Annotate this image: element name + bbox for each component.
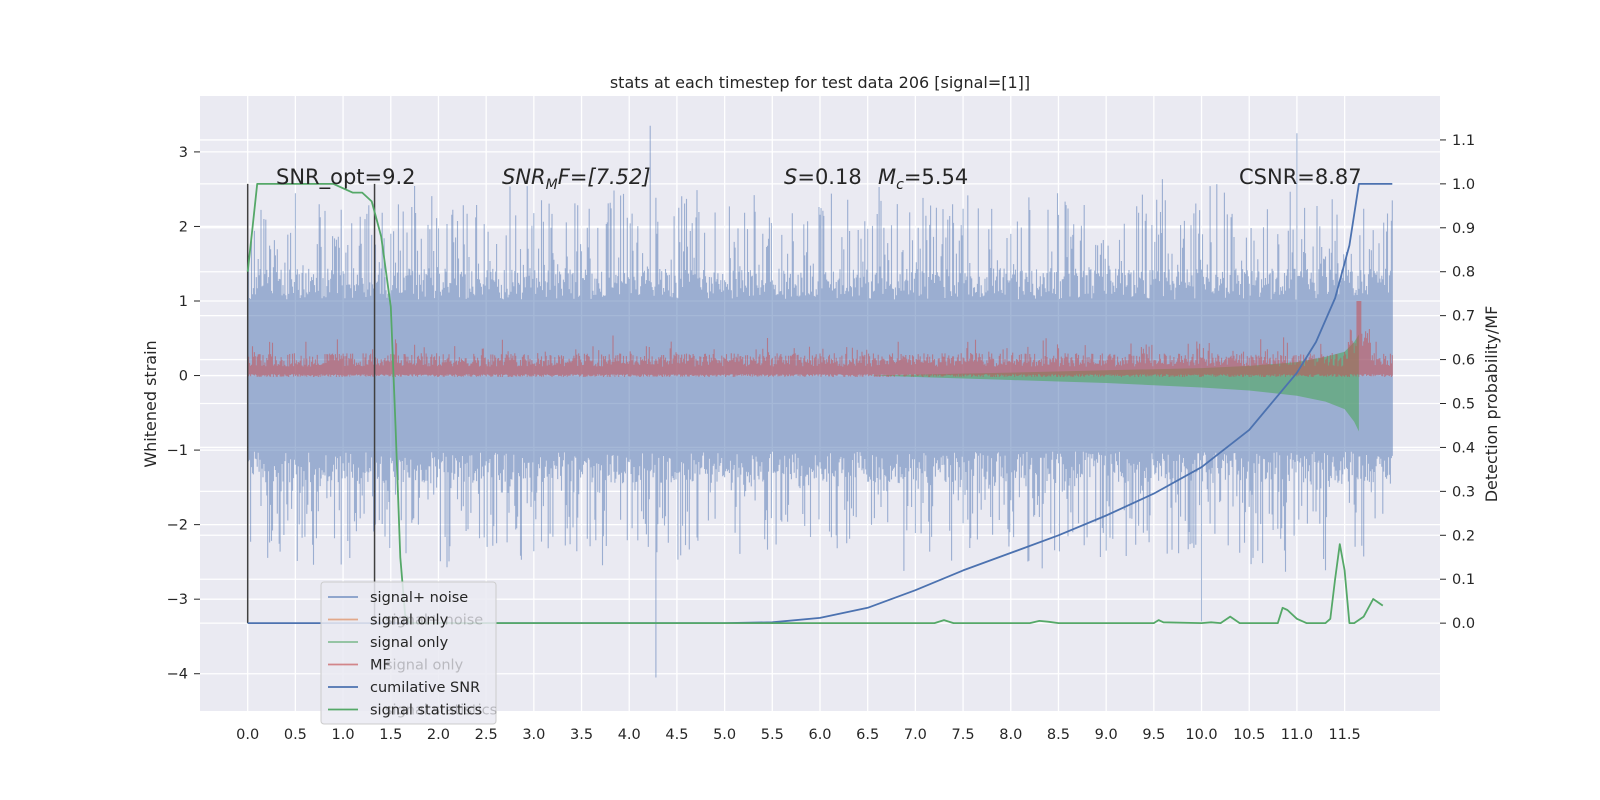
annotation-mc-val: =5.54 (904, 165, 968, 189)
y-tick-label-left: −1 (167, 443, 188, 459)
annotation-mc-var: M (878, 165, 896, 189)
x-tick-label: 5.5 (761, 727, 784, 743)
x-tick-label: 6.5 (856, 727, 879, 743)
y-tick-label-right: 1.1 (1452, 133, 1475, 149)
legend-label: signal statistics (370, 703, 482, 719)
legend-label: cumilative SNR (370, 680, 480, 696)
chart-title: stats at each timestep for test data 206… (610, 73, 1030, 92)
x-tick-label: 8.5 (1047, 727, 1070, 743)
x-tick-label: 0.5 (284, 727, 307, 743)
legend-label: signal+ noise (370, 590, 468, 606)
y-tick-label-right: 0.9 (1452, 221, 1475, 237)
annotation-snr-mf-var: SNR (502, 165, 546, 189)
annotation-mc: Mc=5.54 (878, 165, 968, 193)
x-tick-label: 9.0 (1095, 727, 1118, 743)
x-tick-label: 0.0 (236, 727, 259, 743)
y-tick-label-right: 0.0 (1452, 616, 1475, 632)
annotation-snr-opt: SNR_opt=9.2 (276, 165, 416, 190)
annotation-snr-mf-sub: M (546, 177, 558, 193)
x-tick-label: 5.0 (713, 727, 736, 743)
y-axis-label-left: Whitened strain (141, 340, 160, 467)
legend-label: signal only (370, 613, 449, 629)
y-tick-label-right: 0.2 (1452, 528, 1475, 544)
x-tick-label: 2.5 (475, 727, 498, 743)
y-tick-label-right: 0.5 (1452, 397, 1475, 413)
y-tick-label-left: 3 (179, 145, 188, 161)
y-tick-label-right: 0.1 (1452, 572, 1475, 588)
series-cumulative-snr (247, 183, 1393, 624)
x-tick-label: 8.0 (999, 727, 1022, 743)
annotation-s-val: =0.18 (797, 165, 861, 189)
y-tick-label-left: −4 (167, 667, 188, 683)
x-tick-label: 6.0 (808, 727, 831, 743)
x-tick-label: 10.5 (1233, 727, 1265, 743)
y-tick-label-right: 0.7 (1452, 309, 1475, 325)
y-tick-label-left: 0 (179, 369, 188, 385)
axis-ticks: 0.0 0.5 1.0 1.5 2.0 2.5 3.0 3.5 4.0 4.5 5.0 5.5 6.0 6… (167, 133, 1475, 743)
series-signal-statistics (246, 183, 1384, 624)
x-tick-label: 1.0 (332, 727, 355, 743)
x-tick-label: 10.0 (1185, 727, 1217, 743)
y-tick-label-left: −2 (167, 518, 188, 534)
x-tick-label: 7.0 (904, 727, 927, 743)
legend-ghost-label: signal+ noise (385, 613, 483, 629)
legend-ghost-label: signal statistics (385, 703, 497, 719)
annotation-snr-mf-rest: F=[7.52] (558, 165, 651, 189)
y-tick-label-right: 0.6 (1452, 353, 1475, 369)
legend-ghost-labels: signal+ noise signal only signal statistic… (385, 613, 497, 719)
legend-ghost-label: signal only (385, 658, 464, 674)
series-layer (246, 125, 1393, 678)
legend-label: MF (370, 658, 391, 674)
x-tick-label: 11.5 (1328, 727, 1360, 743)
annotation-s: S=0.18 (784, 165, 862, 189)
annotation-csnr: CSNR=8.87 (1239, 165, 1362, 189)
y-tick-label-right: 1.0 (1452, 177, 1475, 193)
annotation-snr-mf: SNRMF=[7.52] (502, 165, 651, 193)
annotation-s-var: S (784, 165, 797, 189)
y-tick-label-right: 0.8 (1452, 265, 1475, 281)
x-tick-label: 4.0 (618, 727, 641, 743)
y-tick-label-left: 1 (179, 294, 188, 310)
x-tick-label: 2.0 (427, 727, 450, 743)
series-signal-only (867, 334, 1359, 432)
x-tick-label: 1.5 (379, 727, 402, 743)
legend-box (320, 581, 497, 725)
y-tick-label-left: −3 (167, 592, 188, 608)
x-tick-label: 7.5 (952, 727, 975, 743)
x-tick-label: 11.0 (1281, 727, 1313, 743)
y-tick-label-left: 2 (179, 219, 188, 235)
y-tick-label-right: 0.4 (1452, 440, 1475, 456)
y-axis-label-right: Detection probability/MF (1482, 306, 1501, 503)
y-tick-label-right: 0.3 (1452, 484, 1475, 500)
legend-label: signal only (370, 635, 449, 651)
annotation-mc-sub: c (896, 177, 904, 193)
x-tick-label: 3.0 (522, 727, 545, 743)
x-tick-label: 3.5 (570, 727, 593, 743)
x-tick-label: 9.5 (1142, 727, 1165, 743)
x-tick-label: 4.5 (665, 727, 688, 743)
